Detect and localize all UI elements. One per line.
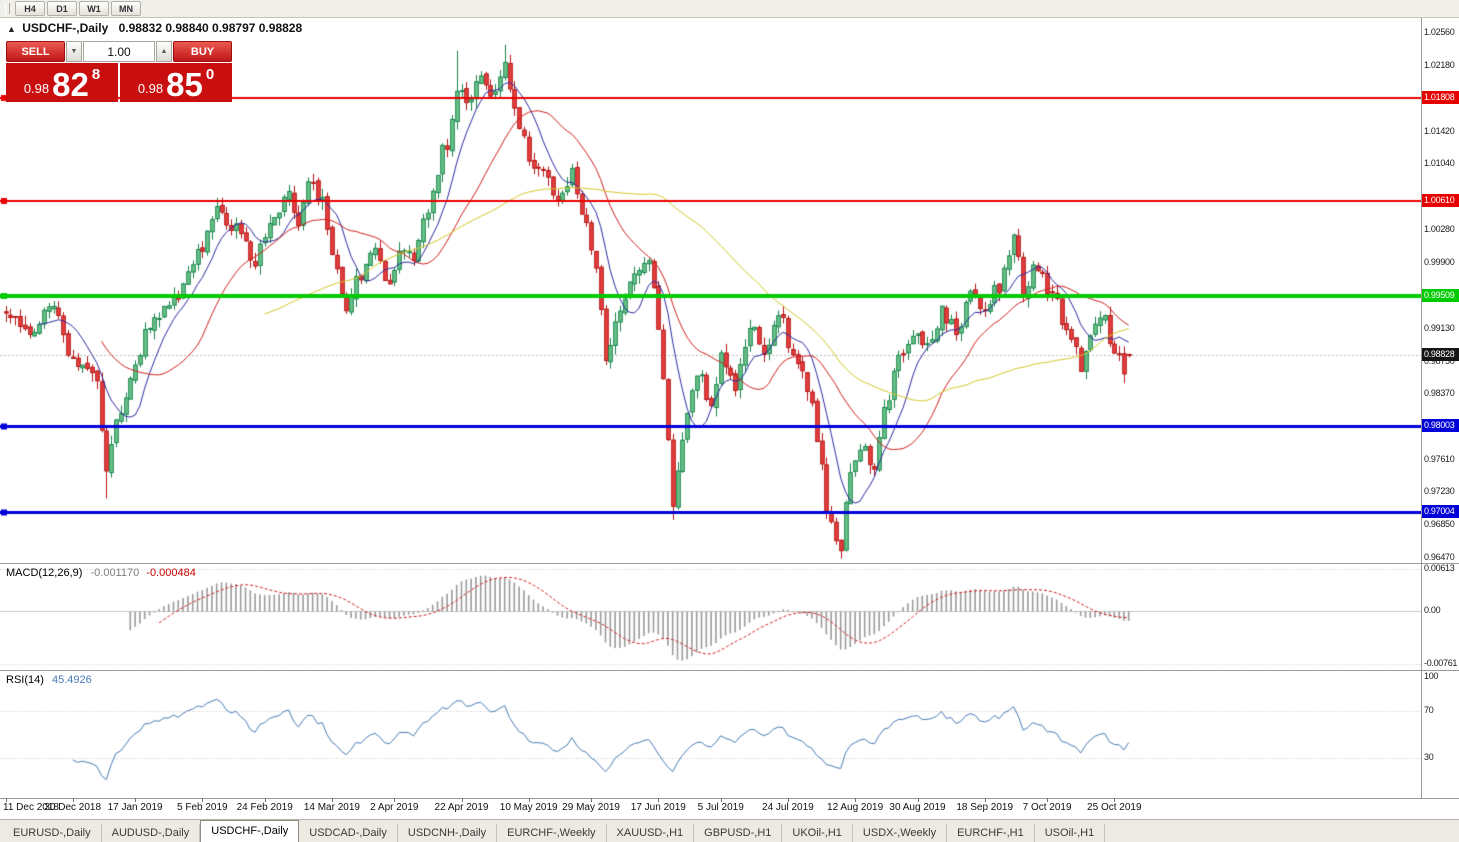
buy-price-panel[interactable]: 0.98 85 0: [120, 63, 232, 102]
rsi-indicator-label: RSI(14) 45.4926: [6, 674, 92, 686]
date-label: 11 Dec 2018: [3, 802, 59, 813]
toolbar-grip-handle[interactable]: [5, 3, 10, 14]
macd-main-value: -0.001170: [90, 567, 140, 579]
sell-button[interactable]: SELL: [6, 41, 65, 62]
price-level-tag[interactable]: 0.98003: [1422, 418, 1459, 432]
timeframe-button-d1[interactable]: D1: [47, 1, 77, 16]
volume-increase-button[interactable]: ▲: [156, 41, 172, 62]
y-axis-label: 0.98370: [1424, 388, 1455, 399]
chart-symbol-period: USDCHF-,Daily: [22, 21, 109, 35]
one-click-trading-widget: SELL ▼ 1.00 ▲ BUY 0.98 82 8 0.98 85 0: [6, 41, 232, 102]
y-axis-label: 0.98750: [1424, 355, 1455, 366]
y-axis-label: 0.97230: [1424, 486, 1455, 497]
volume-input[interactable]: 1.00: [83, 41, 155, 62]
macd-indicator-label: MACD(12,26,9) -0.001170 -0.000484: [6, 567, 196, 579]
macd-signal-value: -0.000484: [146, 567, 196, 579]
tab-eurchf-weekly[interactable]: EURCHF-,Weekly: [497, 824, 607, 842]
y-axis-label: 1.02560: [1424, 27, 1455, 38]
buy-price-prefix: 0.98: [137, 81, 164, 96]
macd-axis-label: -0.00761: [1424, 657, 1458, 668]
price-chart-canvas[interactable]: [0, 18, 1421, 563]
macd-pane-splitter[interactable]: [0, 563, 1459, 564]
timeframe-buttons: H4 D1 W1 MN: [15, 1, 141, 16]
tab-eurusd-daily[interactable]: EURUSD-,Daily: [3, 824, 102, 842]
date-label: 12 Aug 2019: [827, 802, 884, 813]
date-label: 29 May 2019: [562, 802, 621, 813]
date-label: 2 Apr 2019: [370, 802, 419, 813]
rsi-indicator-canvas[interactable]: [0, 671, 1421, 798]
date-label: 14 Mar 2019: [303, 802, 360, 813]
tab-ukoil-h1[interactable]: UKOil-,H1: [782, 824, 853, 842]
tab-eurchf-h1[interactable]: EURCHF-,H1: [947, 824, 1035, 842]
tab-usdcnh-daily[interactable]: USDCNH-,Daily: [398, 824, 498, 842]
y-axis-label: 0.99900: [1424, 256, 1455, 267]
date-label: 5 Feb 2019: [176, 802, 228, 813]
price-level-tag[interactable]: 1.00610: [1422, 194, 1459, 208]
volume-decrease-button[interactable]: ▼: [66, 41, 82, 62]
price-level-tag[interactable]: 0.97004: [1422, 504, 1459, 518]
macd-axis-label: 0.00: [1424, 605, 1441, 616]
buy-price-point: 0: [205, 66, 215, 83]
tab-usdchf-daily[interactable]: USDCHF-,Daily: [200, 820, 300, 842]
chart-title: ▲ USDCHF-,Daily 0.98832 0.98840 0.98797 …: [7, 21, 302, 35]
timeframe-button-w1[interactable]: W1: [79, 1, 109, 16]
tab-gbpusd-h1[interactable]: GBPUSD-,H1: [694, 824, 783, 842]
price-axis-separator: [1421, 17, 1422, 798]
date-axis-separator: [0, 798, 1459, 799]
date-label: 30 Dec 2018: [44, 802, 102, 813]
timeframe-button-mn[interactable]: MN: [111, 1, 141, 16]
price-level-tag[interactable]: 1.01808: [1422, 91, 1459, 105]
macd-axis-label: 0.00613: [1424, 563, 1455, 574]
tab-usoil-h1[interactable]: USOil-,H1: [1035, 824, 1106, 842]
timeframe-toolbar: H4 D1 W1 MN: [0, 0, 1459, 18]
tab-usdcad-daily[interactable]: USDCAD-,Daily: [299, 824, 398, 842]
sell-price-panel[interactable]: 0.98 82 8: [6, 63, 118, 102]
chart-tab-bar: EURUSD-,Daily AUDUSD-,Daily USDCHF-,Daily U…: [0, 819, 1459, 842]
current-price-tag: 0.98828: [1422, 347, 1459, 361]
date-label: 24 Jul 2019: [762, 802, 814, 813]
date-label: 17 Jan 2019: [107, 802, 163, 813]
y-axis-label: 1.01040: [1424, 158, 1455, 169]
y-axis-label: 1.00280: [1424, 223, 1455, 234]
tab-usdx-weekly[interactable]: USDX-,Weekly: [853, 824, 948, 842]
collapse-widget-icon[interactable]: ▲: [7, 24, 16, 34]
date-label: 18 Sep 2019: [956, 802, 1014, 813]
chart-ohlc-readout: 0.98832 0.98840 0.98797 0.98828: [118, 21, 303, 35]
y-axis-label: 0.96470: [1424, 551, 1455, 562]
tab-audusd-daily[interactable]: AUDUSD-,Daily: [102, 824, 201, 842]
date-label: 22 Apr 2019: [434, 802, 489, 813]
y-axis-label: 0.99130: [1424, 322, 1455, 333]
y-axis-label: 0.97610: [1424, 453, 1455, 464]
date-label: 24 Feb 2019: [236, 802, 293, 813]
date-label: 5 Jul 2019: [697, 802, 744, 813]
rsi-name: RSI(14): [6, 674, 44, 686]
buy-button[interactable]: BUY: [173, 41, 232, 62]
sell-price-point: 8: [91, 66, 101, 83]
macd-indicator-canvas[interactable]: [0, 564, 1421, 670]
y-axis-label: 1.01420: [1424, 125, 1455, 136]
sell-price-pips: 82: [52, 65, 89, 103]
rsi-value: 45.4926: [51, 674, 92, 686]
price-level-tag[interactable]: 0.99509: [1422, 289, 1459, 303]
date-label: 25 Oct 2019: [1087, 802, 1142, 813]
timeframe-button-h4[interactable]: H4: [15, 1, 45, 16]
date-label: 17 Jun 2019: [630, 802, 686, 813]
date-label: 10 May 2019: [499, 802, 558, 813]
rsi-pane-splitter[interactable]: [0, 670, 1459, 671]
rsi-axis-label: 30: [1424, 751, 1434, 762]
rsi-axis-label: 70: [1424, 705, 1434, 716]
y-axis-label: 0.96850: [1424, 519, 1455, 530]
rsi-axis-label: 100: [1424, 670, 1439, 681]
buy-price-pips: 85: [166, 65, 203, 103]
sell-price-prefix: 0.98: [23, 81, 50, 96]
date-label: 7 Oct 2019: [1022, 802, 1072, 813]
macd-name: MACD(12,26,9): [6, 567, 83, 579]
y-axis-label: 1.02180: [1424, 60, 1455, 71]
date-label: 30 Aug 2019: [889, 802, 946, 813]
tab-xauusd-h1[interactable]: XAUUSD-,H1: [607, 824, 695, 842]
